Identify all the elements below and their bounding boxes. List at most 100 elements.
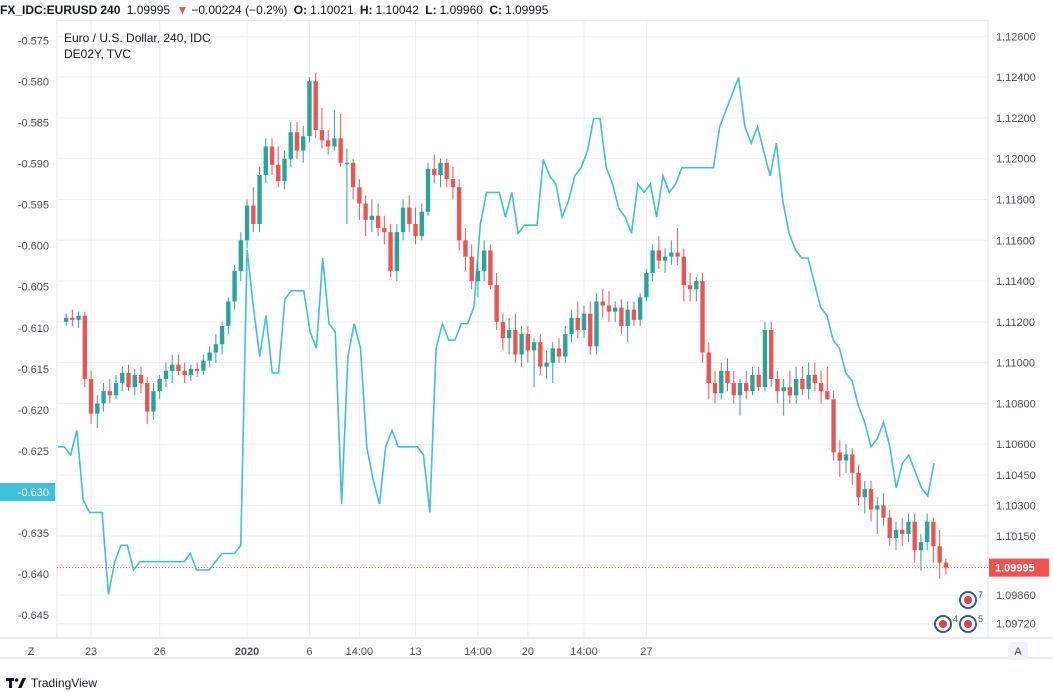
time-tick-label: 13 bbox=[409, 646, 421, 658]
candle-body bbox=[263, 146, 268, 176]
candle-body bbox=[325, 140, 331, 147]
overlay-line bbox=[58, 77, 935, 595]
left-tick-label: -0.640 bbox=[18, 569, 49, 581]
close-label: C: bbox=[489, 3, 502, 17]
candle-body bbox=[906, 521, 911, 534]
candle-body bbox=[613, 307, 618, 312]
candle-body bbox=[344, 162, 350, 164]
right-price-axis[interactable]: 1.12600 1.12400 1.12200 1.12000 1.11800 1.116… bbox=[989, 31, 1049, 631]
candle-body bbox=[756, 374, 761, 388]
candle-body bbox=[63, 317, 69, 322]
economic-events[interactable]: 7 4 5 bbox=[934, 590, 983, 633]
candle-body bbox=[226, 301, 231, 326]
last-price-label-box bbox=[989, 558, 1049, 577]
left-tick-label: -0.625 bbox=[18, 446, 49, 458]
candle-body bbox=[563, 334, 568, 357]
candle-body bbox=[475, 270, 481, 282]
auto-scale-button-bg[interactable] bbox=[1008, 642, 1028, 660]
right-tick-label: 1.11600 bbox=[996, 235, 1035, 247]
symbol-header: FX_IDC:EURUSD 240 1.09995 ▼ −0.00224 (−0.2… bbox=[0, 0, 1053, 20]
candle-body bbox=[856, 472, 861, 498]
candle-body bbox=[831, 399, 836, 453]
candle-body bbox=[762, 330, 768, 388]
price-change: −0.00224 (−0.2%) bbox=[191, 3, 288, 17]
candle-body bbox=[644, 272, 649, 298]
time-axis[interactable]: 23 26 2020 6 14:00 13 14:00 20 14:00 27 Z A bbox=[28, 642, 1028, 660]
left-price-axis[interactable]: -0.575 -0.580 -0.585 -0.590 -0.595 -0.600 -0.6… bbox=[0, 36, 55, 623]
candle-body bbox=[588, 313, 593, 347]
candle-body bbox=[488, 250, 493, 286]
left-tick-label: -0.595 bbox=[18, 200, 49, 212]
price-chart[interactable]: -0.575 -0.580 -0.585 -0.590 -0.595 -0.600 -0.6… bbox=[0, 20, 1053, 670]
left-tick-label: -0.635 bbox=[18, 528, 49, 540]
symbol-name[interactable]: FX_IDC:EURUSD bbox=[0, 3, 98, 17]
candle-body bbox=[257, 175, 262, 224]
candle-body bbox=[207, 352, 212, 361]
candle-body bbox=[893, 529, 899, 539]
candle-body bbox=[438, 162, 443, 176]
brand-name[interactable]: TradingView bbox=[31, 676, 98, 690]
candle-body bbox=[719, 370, 724, 394]
legend-title: Euro / U.S. Dollar, 240, IDC bbox=[64, 31, 211, 45]
candle-body bbox=[650, 250, 655, 273]
right-tick-label: 1.11400 bbox=[996, 276, 1035, 288]
candle-body bbox=[868, 489, 874, 510]
candle-body bbox=[332, 138, 337, 147]
time-tick-label: 26 bbox=[154, 646, 166, 658]
candlestick-series bbox=[63, 73, 949, 579]
left-tick-label: -0.600 bbox=[18, 241, 49, 253]
candle-body bbox=[918, 542, 924, 551]
candle-body bbox=[519, 334, 524, 355]
event-count: 4 bbox=[953, 614, 958, 624]
candle-body bbox=[681, 256, 687, 286]
candle-body bbox=[444, 162, 449, 180]
candle-body bbox=[132, 374, 137, 388]
interval-label[interactable]: 240 bbox=[100, 3, 121, 17]
candle-body bbox=[525, 334, 531, 351]
candle-body bbox=[581, 313, 587, 331]
de02y-overlay bbox=[58, 77, 935, 595]
right-tick-label: 1.11200 bbox=[996, 317, 1035, 329]
candle-body bbox=[319, 130, 325, 141]
right-tick-label: 1.09720 bbox=[996, 619, 1036, 631]
candle-body bbox=[388, 232, 393, 271]
candle-body bbox=[432, 168, 437, 176]
tradingview-logo-icon[interactable] bbox=[6, 677, 26, 689]
chart-legend: Euro / U.S. Dollar, 240, IDC DE02Y, TVC bbox=[64, 31, 211, 61]
candle-body bbox=[151, 391, 156, 412]
left-tick-label: -0.645 bbox=[18, 610, 49, 622]
candle-body bbox=[900, 529, 905, 534]
auto-scale-button[interactable]: A bbox=[1014, 646, 1022, 658]
candle-body bbox=[450, 179, 456, 188]
candle-body bbox=[594, 301, 599, 347]
candle-body bbox=[606, 305, 612, 312]
right-tick-label: 1.09860 bbox=[996, 590, 1036, 602]
down-arrow-icon: ▼ bbox=[176, 3, 189, 17]
candle-body bbox=[600, 301, 605, 306]
candle-body bbox=[170, 364, 175, 371]
right-tick-label: 1.12200 bbox=[996, 113, 1036, 125]
candle-body bbox=[687, 285, 693, 290]
left-tick-label: -0.605 bbox=[18, 282, 49, 294]
candle-body bbox=[662, 256, 668, 261]
candle-body bbox=[775, 378, 780, 392]
left-current-label-box bbox=[0, 482, 55, 501]
candle-body bbox=[637, 297, 643, 320]
open-label: O: bbox=[293, 3, 308, 17]
candle-body bbox=[843, 454, 849, 461]
log-scale-left-button[interactable]: Z bbox=[28, 646, 35, 658]
candle-body bbox=[419, 211, 424, 237]
last-price: 1.09995 bbox=[126, 3, 171, 17]
candle-body bbox=[706, 352, 711, 384]
legend-overlay: DE02Y, TVC bbox=[64, 47, 131, 61]
candle-body bbox=[394, 232, 399, 271]
candle-body bbox=[575, 317, 580, 331]
candle-body bbox=[76, 315, 81, 320]
candle-body bbox=[912, 521, 917, 551]
candle-body bbox=[400, 207, 406, 233]
time-tick-label: 14:00 bbox=[346, 646, 374, 658]
candle-body bbox=[625, 309, 630, 326]
right-tick-label: 1.10450 bbox=[996, 470, 1036, 482]
candle-body bbox=[407, 207, 412, 224]
left-tick-label: -0.575 bbox=[18, 36, 49, 48]
